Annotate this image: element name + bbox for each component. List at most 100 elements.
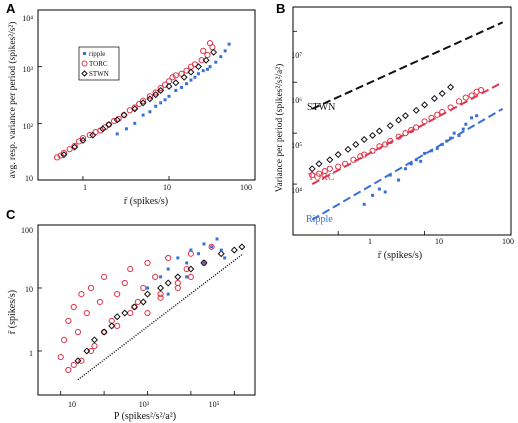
panel-b-stwn-point-5 bbox=[352, 140, 360, 148]
panel-c-stwn-point-2 bbox=[90, 336, 98, 344]
panel-c-ripple-point-3 bbox=[176, 256, 180, 260]
panel-b-ripple-point-19 bbox=[464, 122, 468, 126]
panel-a-torc-point-25 bbox=[172, 72, 179, 79]
panel-b-ripple-point-2 bbox=[377, 187, 381, 191]
panel-c-ytick-1: 1 bbox=[29, 349, 33, 358]
panel-c-torc-point-35 bbox=[157, 294, 164, 301]
panel-a-torc-point-14 bbox=[120, 111, 128, 119]
panel-c-torc-point-10 bbox=[100, 273, 108, 280]
panel-b-ripple-point-16 bbox=[452, 131, 456, 135]
panel-b-torc-point-14 bbox=[402, 130, 409, 137]
panel-b-torc-point-1 bbox=[315, 170, 323, 177]
panel-c-torc-point-20 bbox=[165, 254, 172, 262]
panel-b-torc-point-23 bbox=[462, 94, 469, 101]
panel-b-torc-point-10 bbox=[376, 143, 383, 150]
panel-c-torc-point-32 bbox=[127, 309, 134, 317]
panel-c-torc-point-14 bbox=[127, 265, 134, 273]
panel-c-ytick-10: 10 bbox=[25, 285, 33, 294]
panel-a-stwn-point-19 bbox=[210, 48, 218, 56]
panel-b-xlabel: r̄ (spikes/s) bbox=[378, 250, 422, 261]
panel-b-torc-point-17 bbox=[421, 118, 428, 125]
legend-ripple-label: ripple bbox=[89, 50, 105, 58]
panel-a-frame bbox=[37, 9, 256, 181]
panel-b-ripple-point-0 bbox=[362, 202, 366, 206]
panel-c-torc-point-2 bbox=[65, 317, 72, 325]
panel-c-ylabel: r̄ (spikes/s) bbox=[7, 290, 18, 334]
panel-c-ripple-point-12 bbox=[166, 292, 170, 296]
legend-ripple-marker bbox=[83, 52, 86, 55]
panel-b-stwn-point-11 bbox=[401, 112, 409, 120]
panel-a-ripple-point-14 bbox=[196, 72, 200, 76]
panel-a-torc-point-20 bbox=[152, 89, 159, 96]
panel-a-stwn-point-1 bbox=[71, 143, 79, 151]
panel-c-ripple-point-9 bbox=[215, 237, 219, 241]
panel-a-ripple-point-21 bbox=[227, 42, 231, 46]
panel-b-ripple-point-18 bbox=[461, 127, 465, 131]
panel-c-torc-point-13 bbox=[121, 279, 128, 287]
panel-a-torc-point-19 bbox=[146, 93, 154, 100]
panel-a-ripple-point-9 bbox=[174, 88, 178, 92]
panel-a-ripple-point-7 bbox=[163, 98, 167, 102]
panel-b-torc-point-21 bbox=[447, 104, 454, 111]
panel-c-torc-point-22 bbox=[183, 265, 190, 273]
panel-a-torc-point-33 bbox=[206, 40, 214, 47]
panel-c-stwn-point-15 bbox=[217, 250, 225, 258]
panel-a-stwn-point-6 bbox=[113, 116, 121, 124]
panel-c-ripple-point-7 bbox=[202, 242, 206, 246]
panel-a-ylabel: avg. resp. variance per period (spikes²/… bbox=[7, 22, 18, 179]
panel-a-torc-point-0 bbox=[53, 154, 61, 161]
panel-b-letter: B bbox=[276, 1, 285, 16]
panel-a-torc-point-15 bbox=[126, 107, 133, 114]
panel-c-torc-point-21 bbox=[174, 279, 181, 287]
panel-a-ytick-1000: 10³ bbox=[23, 65, 34, 74]
panel-b-stwn-point-6 bbox=[360, 136, 368, 144]
panel-b-ripple-point-4 bbox=[388, 173, 392, 177]
panel-b-torc-point-15 bbox=[408, 126, 415, 134]
panel-a-torc-point-16 bbox=[131, 104, 138, 111]
panel-b-stwn-point-10 bbox=[395, 116, 403, 124]
panel-b-stwn-point-16 bbox=[447, 83, 455, 91]
panel-a-torc-point-2 bbox=[60, 149, 67, 157]
panel-b-torc-point-22 bbox=[455, 98, 463, 105]
panel-c-torc-point-8 bbox=[91, 342, 98, 350]
panel-c-frame bbox=[37, 224, 256, 396]
panel-b-ripple-point-10 bbox=[423, 151, 427, 155]
panel-c-xtick-10: 10 bbox=[68, 400, 76, 409]
panel-c: C 10 10³ 10⁵ 1 10 100 P (spikes²/s²/a²) … bbox=[6, 207, 256, 422]
panel-b-torc-point-0 bbox=[309, 172, 316, 179]
panel-b-ytick-1e4: 10⁴ bbox=[291, 186, 302, 195]
panel-c-torc-point-23 bbox=[187, 250, 194, 257]
panel-c-reference-line bbox=[77, 253, 244, 381]
panel-a-stwn-point-12 bbox=[157, 86, 165, 94]
panel-b-torc-point-16 bbox=[413, 124, 420, 131]
panel-c-ripple-point-13 bbox=[185, 275, 189, 279]
panel-a-torc-point-18 bbox=[139, 97, 147, 104]
panel-a-stwn-point-14 bbox=[172, 79, 180, 87]
panel-a-stwn-point-11 bbox=[152, 91, 160, 99]
panel-b-ripple-point-1 bbox=[371, 193, 375, 197]
panel-b-torc-point-9 bbox=[369, 147, 376, 154]
panel-c-stwn-point-5 bbox=[113, 313, 121, 321]
panel-c-torc-point-37 bbox=[187, 273, 194, 280]
panel-b-torc-point-18 bbox=[428, 114, 435, 121]
panel-c-stwn-point-7 bbox=[130, 303, 138, 311]
panel-b-ripple-point-20 bbox=[470, 116, 474, 120]
panel-b-stwn-fit-line bbox=[311, 21, 504, 110]
panel-a-ripple-point-5 bbox=[154, 104, 158, 108]
panel-a-torc-point-7 bbox=[86, 131, 93, 139]
panel-c-ripple-point-0 bbox=[145, 286, 149, 290]
panel-c-torc-point-17 bbox=[144, 259, 151, 267]
panel-b-ripple-point-5 bbox=[397, 178, 401, 182]
panel-b-frame bbox=[292, 6, 512, 236]
panel-c-torc-point-31 bbox=[114, 322, 121, 330]
panel-a-torc-point-6 bbox=[79, 134, 87, 142]
panel-b-stwn-point-4 bbox=[344, 145, 352, 153]
panel-b-stwn-point-7 bbox=[369, 131, 377, 139]
panel-c-stwn-point-0 bbox=[74, 357, 82, 365]
panel-a-stwn-point-0 bbox=[60, 151, 68, 159]
panel-b-xtick-100: 100 bbox=[502, 237, 514, 246]
panel-b-ripple-point-21 bbox=[475, 114, 479, 118]
panel-b-ripple-point-9 bbox=[419, 159, 423, 163]
panel-c-torc-point-5 bbox=[78, 290, 85, 298]
panel-c-ripple-point-5 bbox=[189, 248, 193, 252]
